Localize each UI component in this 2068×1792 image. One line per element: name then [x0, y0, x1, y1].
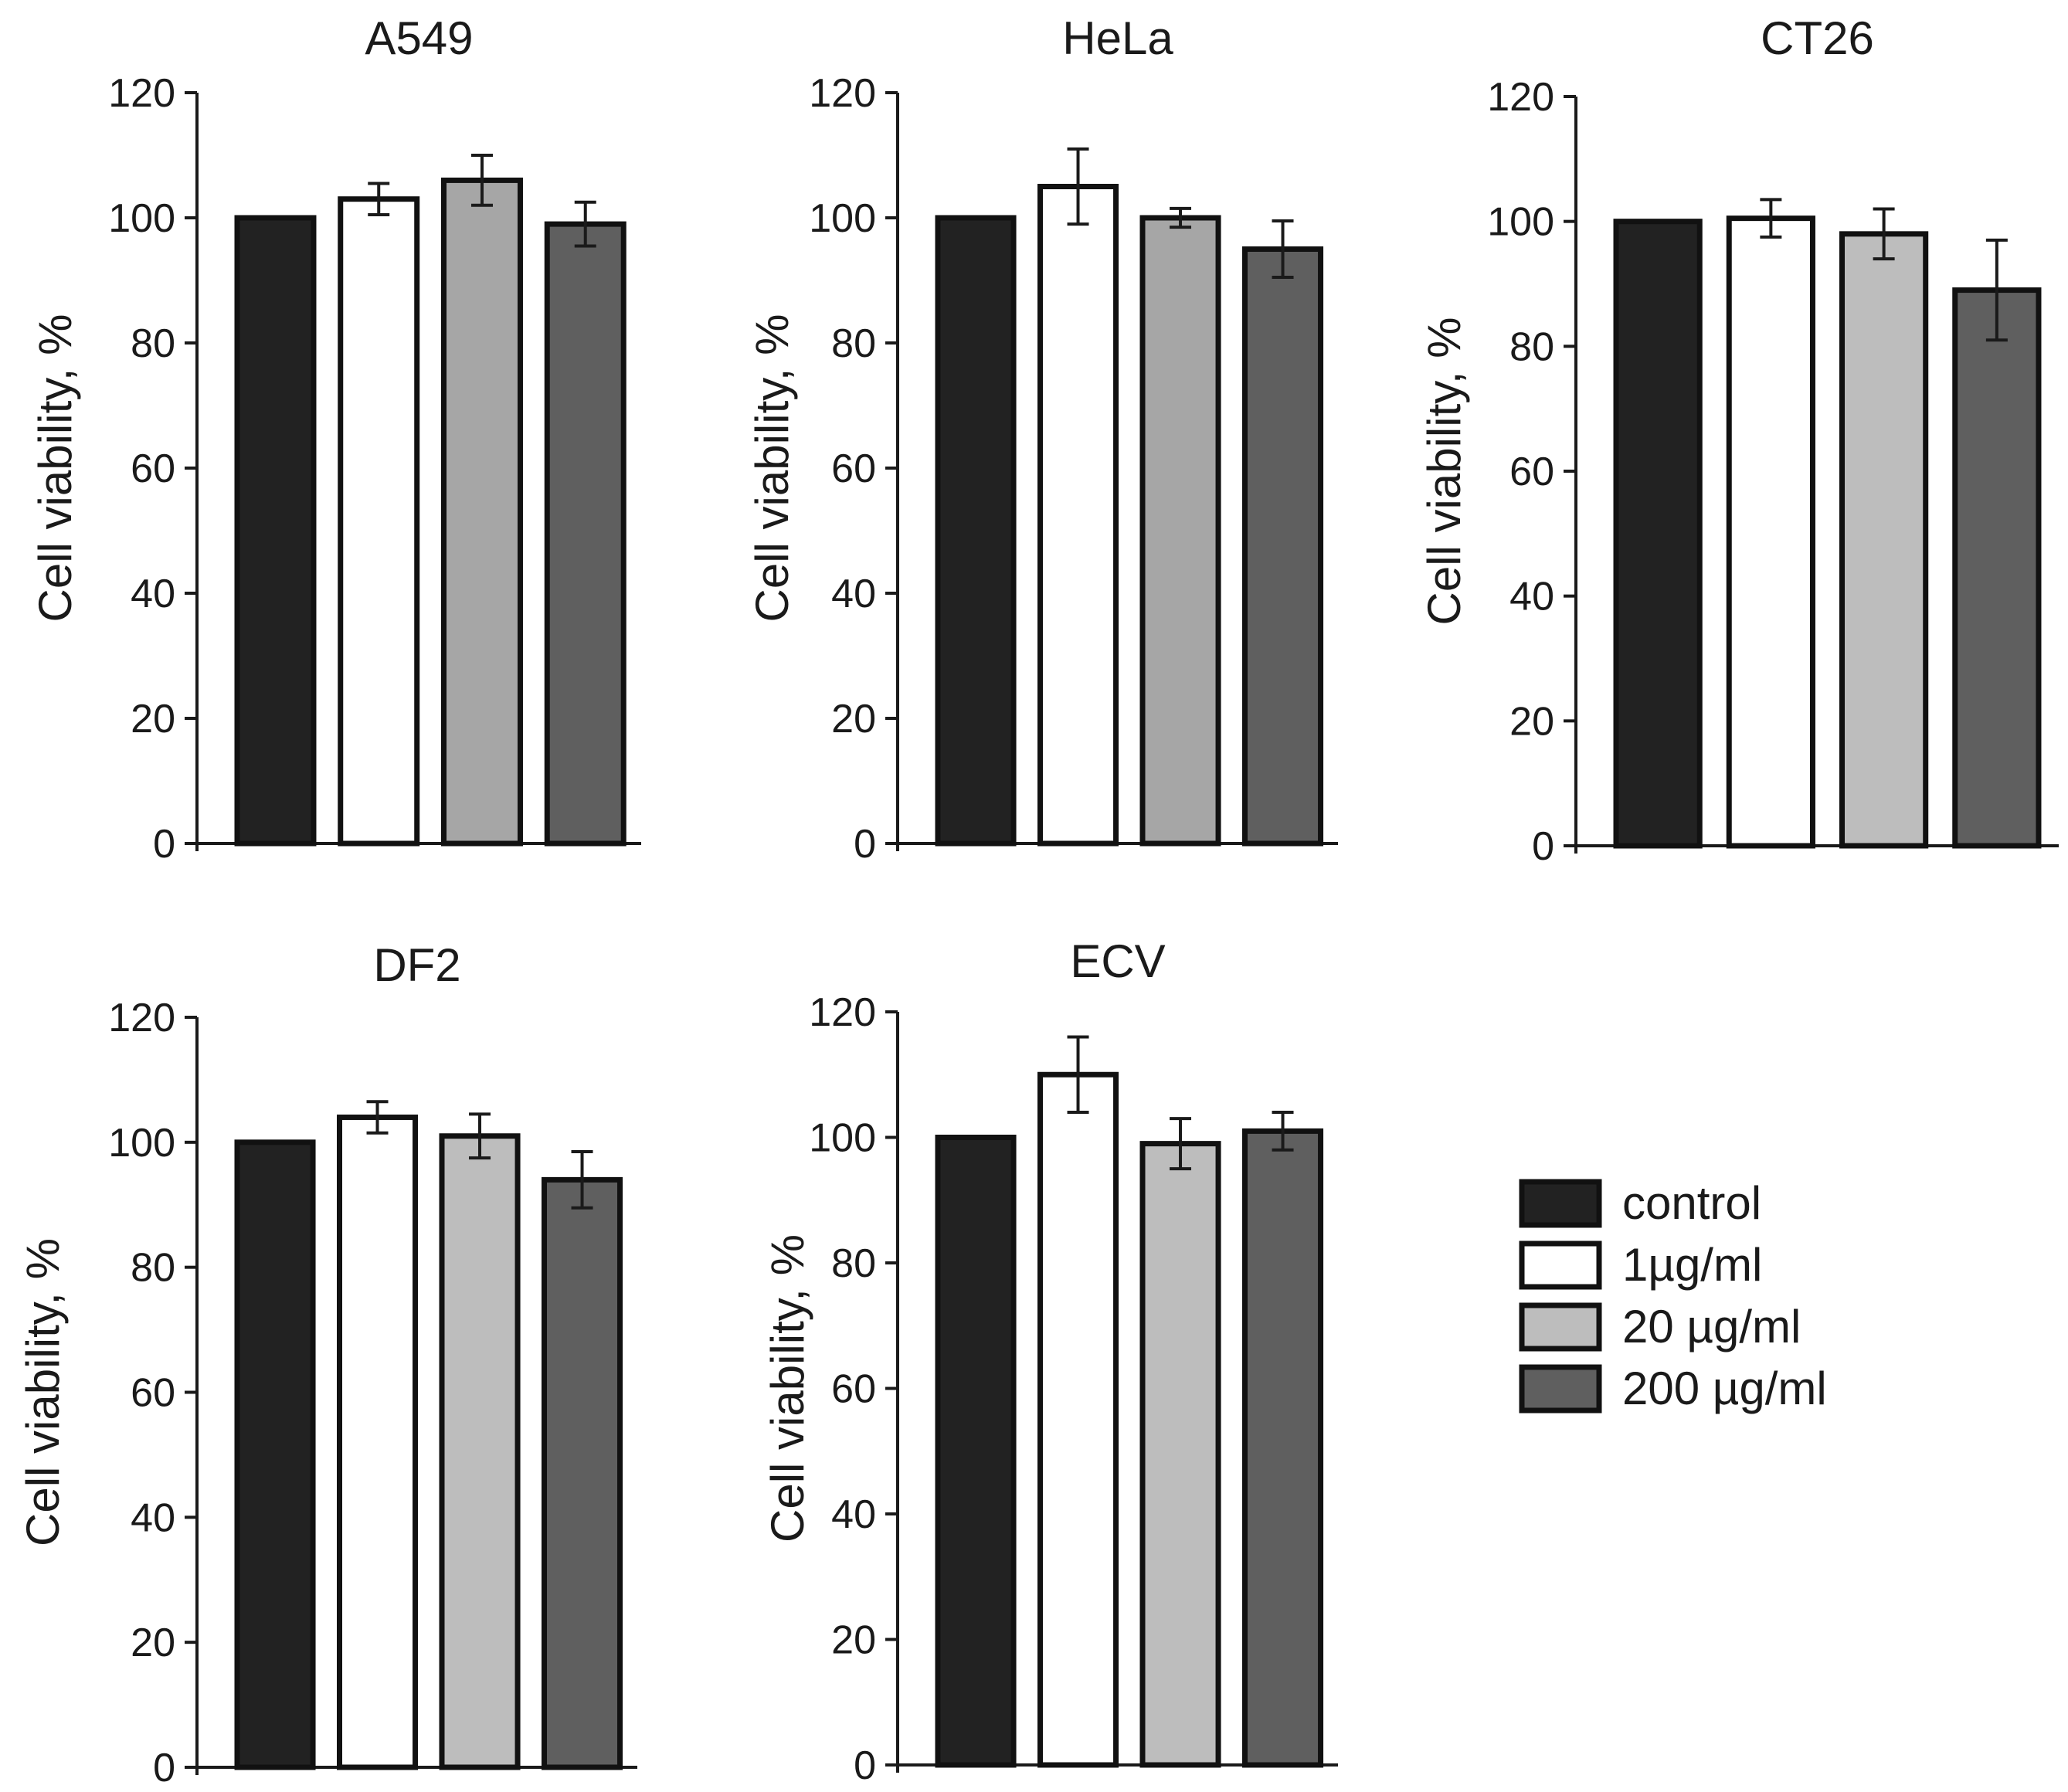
bar-200ug — [1952, 287, 2042, 849]
y-tick-label: 40 — [831, 572, 876, 616]
y-tick-label: 80 — [831, 1241, 876, 1286]
y-tick-label: 0 — [1532, 824, 1554, 869]
bar-20ug — [439, 1133, 521, 1770]
y-tick-label: 40 — [131, 572, 175, 616]
bar-control — [935, 215, 1017, 847]
chart-panel-ct26: CT26 Cell viability, % 0 20 40 60 80 100 120 — [1418, 12, 2059, 869]
y-tick-label: 0 — [153, 822, 175, 867]
y-axis-label: Cell viability, % — [1418, 317, 1470, 626]
y-tick-label: 20 — [1509, 699, 1554, 744]
bar-control — [1613, 219, 1703, 849]
bar-20ug — [1839, 231, 1929, 849]
bar-control — [935, 1135, 1017, 1768]
panel-title: DF2 — [373, 939, 460, 991]
y-axis-label: Cell viability, % — [17, 1238, 69, 1546]
bar-20ug — [441, 177, 523, 847]
y-tick-label: 100 — [809, 196, 876, 241]
bar-1ug — [338, 196, 420, 847]
y-tick-label: 20 — [831, 1618, 876, 1663]
y-tick-label: 40 — [131, 1495, 175, 1540]
bar-200ug — [544, 221, 627, 847]
legend-swatch-200ug — [1519, 1364, 1602, 1414]
y-tick-label: 60 — [131, 446, 175, 491]
y-tick-label: 40 — [831, 1492, 876, 1537]
panel-title: CT26 — [1761, 12, 1874, 64]
bar-1ug — [1726, 216, 1815, 849]
bar-200ug — [542, 1176, 623, 1770]
bar-200ug — [1242, 1128, 1324, 1768]
y-tick-label: 80 — [831, 321, 876, 366]
y-tick-label: 120 — [108, 71, 175, 116]
bar-20ug — [1139, 1141, 1221, 1768]
y-tick-label: 40 — [1509, 575, 1554, 619]
chart-panel-hela: HeLa Cell viability, % 0 20 40 60 80 100 120 — [746, 12, 1338, 867]
y-tick-label: 20 — [131, 1621, 175, 1665]
y-tick-label: 0 — [854, 822, 876, 867]
y-axis-label: Cell viability, % — [746, 314, 798, 623]
y-tick-label: 120 — [809, 71, 876, 116]
y-tick-label: 0 — [854, 1743, 876, 1788]
bar-1ug — [337, 1114, 419, 1770]
y-tick-label: 120 — [809, 990, 876, 1035]
y-axis-label: Cell viability, % — [29, 314, 81, 623]
chart-panel-ecv: ECV Cell viability, % 0 20 40 60 80 100 120 — [762, 935, 1338, 1788]
y-tick-label: 60 — [1509, 450, 1554, 494]
y-tick-label: 80 — [1509, 324, 1554, 369]
legend-label-control: control — [1622, 1177, 1761, 1229]
legend-swatch-1ug — [1519, 1240, 1602, 1290]
chart-panel-df2: DF2 Cell viability, % 0 20 40 60 80 100 120 — [17, 939, 637, 1790]
y-tick-label: 120 — [1487, 75, 1554, 120]
y-tick-label: 20 — [131, 697, 175, 742]
y-tick-label: 100 — [1487, 200, 1554, 245]
legend: control 1µg/ml 20 µg/ml 200 µg/ml — [1519, 1177, 1827, 1414]
bar-control — [234, 215, 317, 847]
y-axis-label: Cell viability, % — [762, 1234, 813, 1543]
y-tick-label: 100 — [809, 1116, 876, 1161]
bar-1ug — [1037, 1071, 1119, 1768]
legend-swatch-control — [1519, 1179, 1602, 1228]
y-tick-label: 60 — [831, 1367, 876, 1412]
bar-20ug — [1139, 215, 1221, 847]
y-tick-label: 20 — [831, 697, 876, 742]
y-tick-label: 80 — [131, 1246, 175, 1291]
panel-title: ECV — [1070, 935, 1165, 987]
y-tick-label: 100 — [108, 196, 175, 241]
y-tick-label: 60 — [831, 446, 876, 491]
legend-swatch-20ug — [1519, 1302, 1602, 1352]
panel-title: A549 — [365, 12, 473, 64]
y-tick-label: 80 — [131, 321, 175, 366]
chart-panel-a549: A549 Cell viability, % 0 20 40 60 80 100 120 — [29, 12, 641, 867]
bar-200ug — [1242, 246, 1324, 847]
y-tick-label: 0 — [153, 1746, 175, 1790]
y-tick-label: 120 — [108, 996, 175, 1040]
y-tick-label: 100 — [108, 1121, 175, 1166]
legend-label-1ug: 1µg/ml — [1622, 1239, 1762, 1291]
bar-control — [234, 1139, 316, 1770]
panel-title: HeLa — [1062, 12, 1173, 64]
y-tick-label: 60 — [131, 1371, 175, 1416]
bar-1ug — [1037, 184, 1119, 847]
legend-label-200ug: 200 µg/ml — [1622, 1363, 1827, 1414]
legend-label-20ug: 20 µg/ml — [1622, 1301, 1801, 1352]
